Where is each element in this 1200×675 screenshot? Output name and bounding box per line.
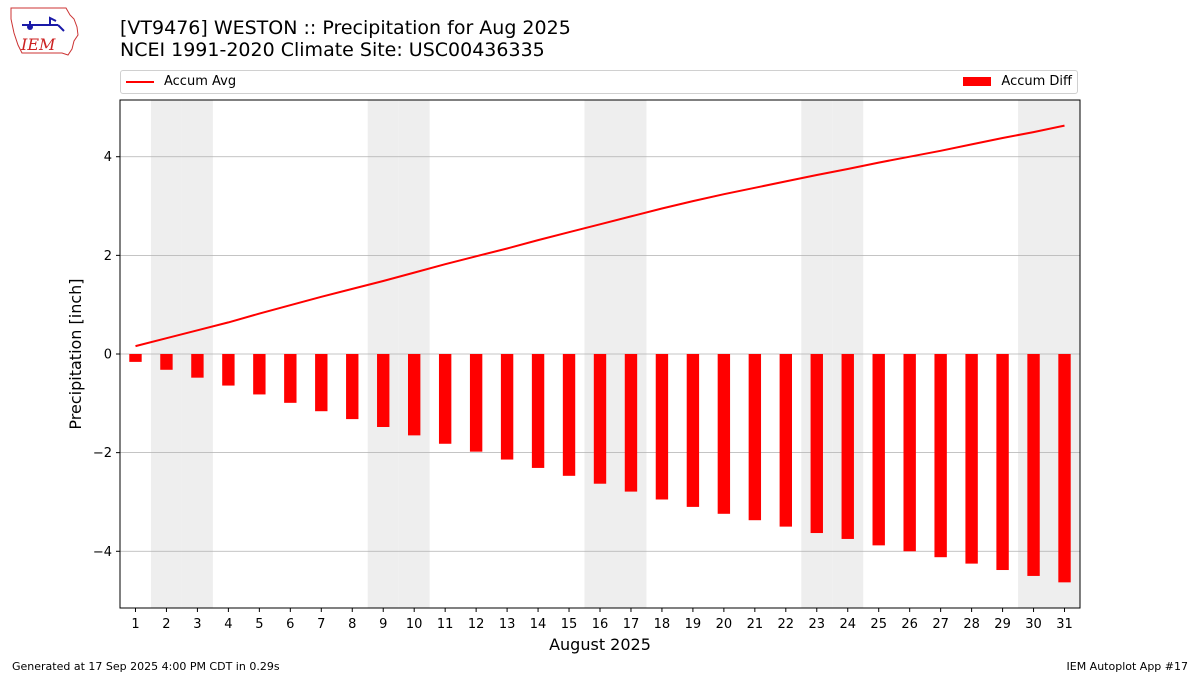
iem-logo: IEM	[10, 7, 79, 56]
bar-accum-diff	[903, 354, 916, 552]
bar-accum-diff	[253, 354, 266, 395]
weather-station-icon	[22, 16, 65, 32]
legend-bar-swatch	[963, 77, 992, 86]
weekend-shade	[1018, 100, 1050, 608]
y-axis-label: Precipitation [inch]	[66, 278, 85, 429]
line-accum-avg	[135, 124, 1065, 348]
bar-accum-diff	[624, 354, 638, 492]
x-tick-label: 20	[716, 617, 733, 632]
generated-timestamp: Generated at 17 Sep 2025 4:00 PM CDT in …	[12, 660, 280, 673]
bar-accum-diff	[1027, 354, 1040, 576]
bar-accum-diff	[686, 354, 700, 507]
bar-accum-diff	[438, 354, 452, 444]
bar-accum-diff	[408, 354, 421, 436]
x-tick-label: 21	[747, 617, 764, 632]
bar-accum-diff	[593, 354, 607, 484]
legend-entry-accum-diff: Accum Diff	[963, 74, 1072, 89]
x-tick-label: 4	[224, 617, 232, 632]
x-tick-label: 23	[809, 617, 826, 632]
x-tick-label: 6	[286, 617, 294, 632]
iowa-state-outline-icon	[10, 7, 79, 56]
weekend-shade	[367, 100, 399, 608]
x-tick-label: 16	[592, 617, 609, 632]
bar-accum-diff	[655, 354, 669, 500]
x-tick-label: 30	[1025, 617, 1042, 632]
bar-accum-diff	[346, 354, 359, 420]
bar-accum-diff	[191, 354, 204, 378]
bar-accum-diff	[748, 354, 762, 521]
x-tick-label: 26	[901, 617, 918, 632]
x-tick-label: 10	[406, 617, 423, 632]
x-tick-label: 19	[685, 617, 702, 632]
bar-accum-diff	[1058, 354, 1071, 583]
bar-accum-diff	[996, 354, 1009, 571]
weekend-shade	[398, 100, 430, 608]
x-tick-label: 12	[468, 617, 485, 632]
x-tick-label: 2	[162, 617, 170, 632]
bar-accum-diff	[469, 354, 483, 452]
y-tick-label: −4	[93, 545, 112, 560]
weekend-shade	[181, 100, 213, 608]
x-tick-label: 11	[437, 617, 454, 632]
x-tick-label: 31	[1056, 617, 1073, 632]
x-tick-label: 8	[348, 617, 356, 632]
x-tick-label: 27	[932, 617, 949, 632]
x-tick-label: 18	[654, 617, 671, 632]
x-tick-label: 17	[623, 617, 640, 632]
x-tick-label: 22	[778, 617, 795, 632]
y-tick-label: 0	[104, 348, 112, 363]
weekend-shade	[1049, 100, 1080, 608]
x-tick-label: 9	[379, 617, 387, 632]
x-tick-label: 3	[193, 617, 201, 632]
x-tick-label: 15	[561, 617, 578, 632]
chart-subtitle: NCEI 1991-2020 Climate Site: USC00436335	[120, 39, 545, 61]
bar-accum-diff	[284, 354, 297, 403]
weekend-shade	[801, 100, 833, 608]
legend: Accum Avg Accum Diff	[120, 70, 1078, 94]
bar-accum-diff	[934, 354, 947, 558]
y-tick-label: −2	[93, 446, 112, 461]
bar-accum-diff	[872, 354, 885, 546]
weekend-shade	[832, 100, 864, 608]
weekend-shade	[584, 100, 616, 608]
plot-frame	[119, 99, 1081, 609]
bar-accum-diff	[717, 354, 731, 514]
logo-text: IEM	[20, 35, 56, 54]
legend-label-accum-diff: Accum Diff	[1001, 74, 1072, 89]
bar-accum-diff	[562, 354, 576, 476]
app-credit: IEM Autoplot App #17	[1066, 660, 1189, 673]
x-axis-label: August 2025	[549, 635, 651, 654]
legend-entry-accum-avg: Accum Avg	[126, 74, 236, 89]
x-tick-label: 25	[870, 617, 887, 632]
legend-label-accum-avg: Accum Avg	[164, 74, 237, 89]
bar-accum-diff	[965, 354, 978, 564]
bar-accum-diff	[841, 354, 854, 539]
y-tick-label: 2	[104, 249, 112, 264]
bar-accum-diff	[315, 354, 328, 412]
weekend-shade	[150, 100, 182, 608]
weekend-shade	[615, 100, 647, 608]
x-tick-label: 1	[131, 617, 139, 632]
bar-accum-diff	[531, 354, 545, 468]
bar-accum-diff	[810, 354, 823, 534]
x-tick-label: 29	[994, 617, 1011, 632]
x-tick-label: 13	[499, 617, 516, 632]
chart-title: [VT9476] WESTON :: Precipitation for Aug…	[120, 17, 571, 39]
bar-accum-diff	[222, 354, 235, 386]
bar-accum-diff	[160, 354, 173, 370]
x-tick-label: 7	[317, 617, 325, 632]
x-tick-label: 5	[255, 617, 263, 632]
x-tick-label: 28	[963, 617, 980, 632]
x-tick-label: 14	[530, 617, 547, 632]
bar-accum-diff	[500, 354, 514, 460]
x-tick-label: 24	[839, 617, 856, 632]
y-tick-label: 4	[104, 150, 112, 165]
bar-accum-diff	[129, 354, 142, 362]
bar-accum-diff	[779, 354, 792, 527]
legend-line-swatch	[126, 80, 154, 83]
bar-accum-diff	[377, 354, 390, 427]
